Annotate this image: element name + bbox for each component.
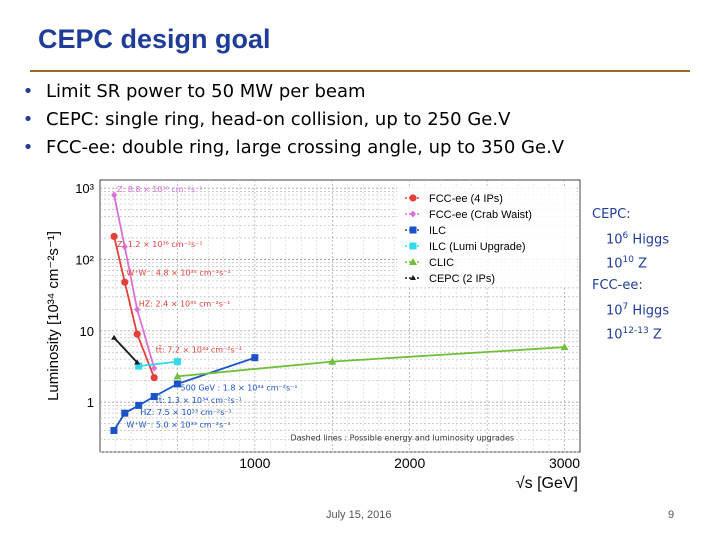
bullet-marker: • xyxy=(22,137,34,158)
x-tick-label: 2000 xyxy=(394,455,425,471)
slide-title: CEPC design goal xyxy=(38,24,271,54)
annotation: 500 GeV : 1.8 × 10³⁴ cm⁻²s⁻¹ xyxy=(181,384,298,393)
footer-date: July 15, 2016 xyxy=(326,509,392,521)
data-point xyxy=(110,427,118,435)
bullet-marker: • xyxy=(22,81,34,102)
data-point xyxy=(328,357,337,365)
data-point xyxy=(110,232,118,241)
data-point xyxy=(409,194,417,202)
data-point xyxy=(134,305,141,313)
legend-label: FCC-ee (4 IPs) xyxy=(429,193,503,205)
y-tick-label: 10² xyxy=(75,252,94,267)
data-point xyxy=(409,258,417,265)
y-tick-label: 10³ xyxy=(75,181,94,196)
cepc-higgs-yield: 106 Higgs xyxy=(606,230,670,247)
luminosity-chart: 1000 2000 3000 1 10 10² 10³ √s [GeV] Luminosity … xyxy=(45,179,581,492)
fcc-higgs-yield: 107 Higgs xyxy=(606,301,670,318)
data-point xyxy=(410,210,416,218)
data-point xyxy=(173,380,181,388)
bullet-text: Limit SR power to 50 MW per beam xyxy=(46,81,366,102)
annotation: HZ: 7.5 × 10³³ cm⁻²s⁻¹ xyxy=(140,408,232,417)
annotation: W⁺W⁻: 5.0 × 10³³ cm⁻²s⁻¹ xyxy=(126,421,230,430)
fcc-label: FCC-ee: xyxy=(592,278,643,294)
bullet-marker: • xyxy=(22,109,34,130)
series-line xyxy=(113,337,138,364)
bullet-item: • FCC-ee: double ring, large crossing ang… xyxy=(16,134,564,162)
data-point xyxy=(111,334,118,340)
bullet-text: FCC-ee: double ring, large crossing angl… xyxy=(46,137,565,158)
legend-label: ILC xyxy=(429,225,446,237)
title-divider xyxy=(30,70,690,72)
legend-box xyxy=(397,186,577,286)
data-point xyxy=(150,374,158,382)
page-number: 9 xyxy=(668,509,675,521)
y-tick-label: 10 xyxy=(80,324,94,339)
data-point xyxy=(251,354,259,362)
data-point xyxy=(135,362,143,370)
annotation: Z: 8.8 × 10³⁶ cm⁻²s⁻¹ xyxy=(117,185,203,194)
data-point xyxy=(410,275,416,280)
data-point xyxy=(134,359,141,365)
data-point xyxy=(121,243,128,251)
event-yield-note: CEPC: 106 Higgs 1010 Z FCC-ee: 107 Higgs… xyxy=(592,204,669,346)
series-line xyxy=(113,194,156,369)
x-axis-title: √s [GeV] xyxy=(516,475,578,492)
legend-label: ILC (Lumi Upgrade) xyxy=(429,241,526,253)
cepc-z-yield: 1010 Z xyxy=(606,255,648,272)
annotation: HZ: 2.4 × 10³⁵ cm⁻²s⁻¹ xyxy=(139,299,231,308)
x-tick-label: 1000 xyxy=(239,455,270,471)
fcc-z-yield: 1012-13 Z xyxy=(606,326,662,343)
annotation: tt̄: 7.2 × 10³⁴ cm⁻²s⁻¹ xyxy=(156,344,242,354)
bullet-text: CEPC: single ring, head-on collision, up… xyxy=(46,109,511,130)
data-point xyxy=(133,330,141,338)
series-line xyxy=(113,236,156,379)
annotation: Dashed lines : Possible energy and lumin… xyxy=(290,433,514,442)
data-point xyxy=(135,401,143,409)
y-tick-label: 1 xyxy=(87,395,94,410)
data-point xyxy=(560,343,569,351)
data-point xyxy=(150,392,158,400)
data-point xyxy=(151,364,158,372)
annotation: Z: 1.2 × 10³⁶ cm⁻²s⁻¹ xyxy=(117,240,203,249)
bullet-item: • CEPC: single ring, head-on collision, u… xyxy=(16,106,564,134)
cepc-label: CEPC: xyxy=(592,207,631,222)
data-point xyxy=(173,372,182,380)
x-tick-label: 3000 xyxy=(549,455,580,471)
data-point xyxy=(173,358,181,366)
data-point xyxy=(409,242,417,250)
data-point xyxy=(111,191,118,199)
bullet-item: • Limit SR power to 50 MW per beam xyxy=(16,78,564,106)
legend-label: CEPC (2 IPs) xyxy=(429,273,495,285)
legend-label: CLIC xyxy=(429,257,454,269)
series-line xyxy=(138,360,178,367)
annotation: W⁺W⁻: 4.8 × 10³⁵ cm⁻²s⁻¹ xyxy=(126,268,230,277)
data-point xyxy=(409,226,417,234)
bullet-list: • Limit SR power to 50 MW per beam • CEPC:… xyxy=(16,78,564,162)
data-point xyxy=(121,278,129,286)
data-point xyxy=(121,409,129,417)
annotation: tt̄: 1.3 × 10³⁴ cm⁻²s⁻¹ xyxy=(156,394,242,404)
legend-label: FCC-ee (Crab Waist) xyxy=(429,209,532,221)
y-axis-title: Luminosity [10³⁴ cm⁻²s⁻¹] xyxy=(45,231,62,401)
